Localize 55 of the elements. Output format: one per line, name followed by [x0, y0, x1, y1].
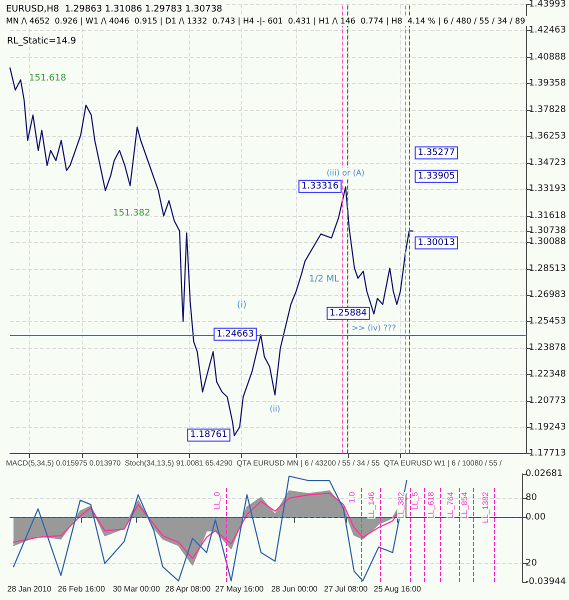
ref-line-label: LL_5: [410, 491, 420, 510]
ref-line-label: LL_618: [426, 491, 436, 519]
y-tick-label: 1.20773: [528, 396, 566, 406]
y-tick-label: 1.19243: [528, 422, 566, 432]
annotation: 1.33905: [418, 171, 455, 182]
y-tick-label: 1.28513: [528, 264, 566, 274]
annotation: >> (iv) ???: [352, 323, 396, 332]
x-tick-label: 27 Jul 08:00: [324, 584, 368, 594]
annotation: 1.30013: [418, 238, 455, 248]
annotation: 1.24663: [216, 329, 254, 340]
y2-tick-label: -0.03944: [526, 577, 566, 587]
annotation: (ii): [270, 404, 280, 414]
y2-tick-label: 0.00: [526, 512, 546, 523]
ref-line-label: LL_854: [460, 491, 469, 519]
y-tick-label: 1.39358: [528, 78, 566, 89]
y-tick-label: 1.31618: [528, 210, 566, 221]
ref-line-label: LL_1382: [480, 491, 490, 524]
y-tick-label: 1.34723: [528, 158, 566, 168]
annotation: 1.33316: [301, 181, 339, 192]
y-tick-label: 1.22348: [528, 369, 566, 380]
annotation: 1/2 ML: [309, 274, 340, 284]
annotation: 1.35277: [418, 148, 455, 158]
y-tick-label: 1.33193: [528, 184, 566, 194]
annotation: 151.382: [113, 208, 150, 218]
line-series: [9, 67, 414, 436]
y-tick-label: 1.40888: [528, 52, 566, 63]
annotation: (iii) or (A): [326, 168, 365, 178]
annotation: 1.18761: [190, 430, 228, 440]
x-tick-label: 27 May 16:00: [215, 584, 264, 594]
y-tick-label: 20: [526, 558, 538, 568]
annotation: 151.618: [29, 74, 66, 84]
y-tick-label: 1.43993: [528, 0, 566, 10]
annotation: 1.25884: [330, 308, 368, 318]
y-tick-label: 1.25453: [528, 316, 566, 326]
y-tick-label: 1.23878: [528, 343, 566, 354]
x-tick-label: 30 Mar 00:00: [112, 584, 160, 594]
text: MN /\ 4652 0.926 | W1 /\ 4046 0.915 | D1 /\ 1332 0.743 | H4 -|- 601 0.431 | H1 /\ 146 0.774 | H8 4.14 % | 6 / 480 / 55 / 34 / 89: [6, 16, 526, 26]
y-tick-label: 1.30738: [528, 226, 566, 236]
x-tick-label: 26 Feb 16:00: [58, 584, 106, 594]
y-tick-label: 1.36253: [528, 132, 566, 142]
x-tick-label: 28 Apr 08:00: [165, 584, 212, 594]
y-tick-label: 1.42463: [528, 26, 566, 36]
y-tick-label: 1.37828: [528, 104, 566, 115]
y2-tick-label: 0.02681: [526, 469, 563, 479]
y-tick-label: 1.17713: [528, 448, 566, 458]
x-tick-label: 28 Jan 2010: [7, 584, 52, 594]
x-tick-label: 25 Aug 16:00: [374, 584, 422, 594]
x-tick-label: 28 Jun 00:00: [271, 584, 318, 594]
y-tick-label: 1.30088: [528, 237, 566, 248]
annotation: (i): [237, 300, 247, 310]
y-tick-label: 80: [526, 493, 538, 503]
annotation: RL_Static=14.9: [7, 36, 76, 46]
ref-line-label: LL_764: [446, 491, 455, 519]
chart-title: EURUSD,H8 1.29863 1.31086 1.29783 1.30738: [6, 4, 223, 14]
y-tick-label: 1.26983: [528, 290, 566, 300]
